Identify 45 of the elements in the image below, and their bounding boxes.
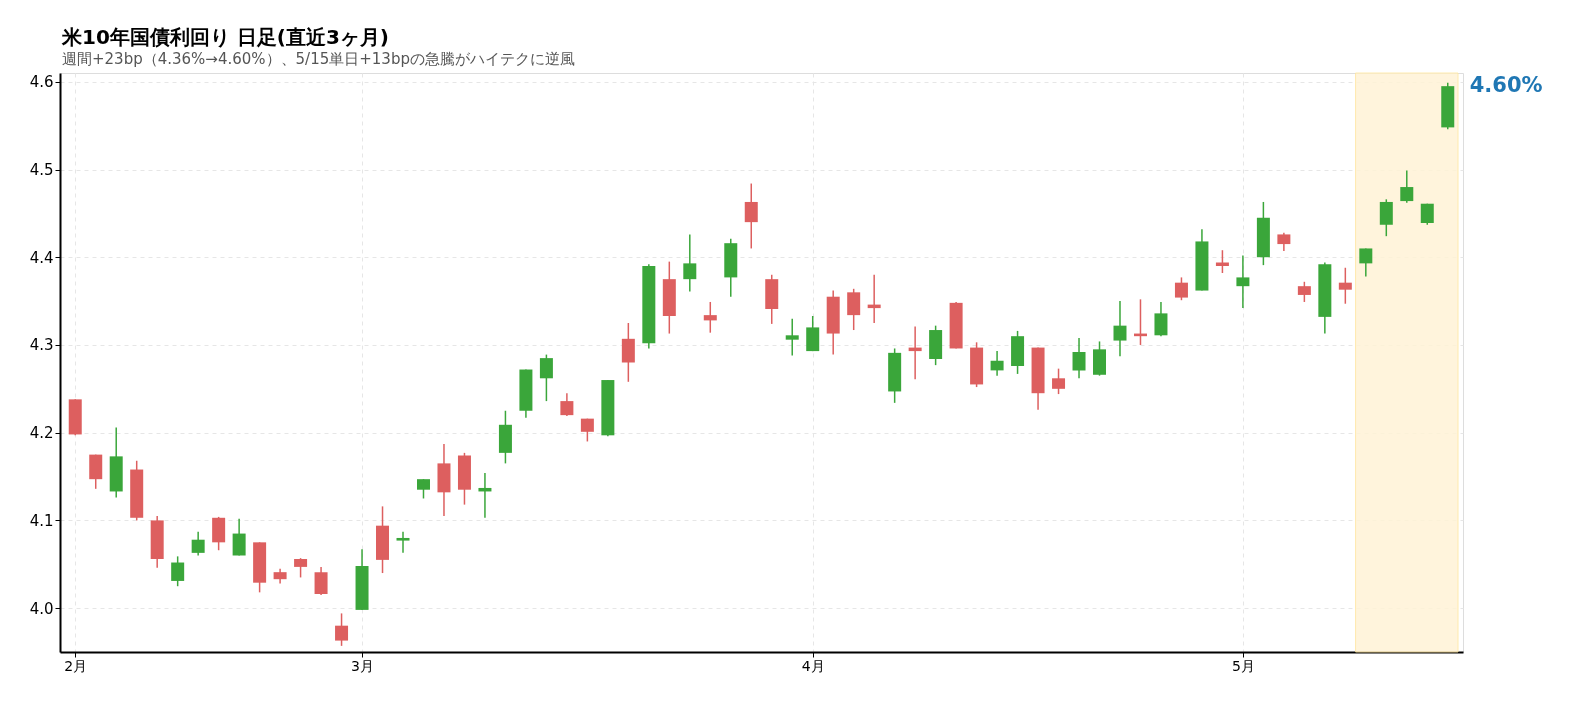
candlestick bbox=[1379, 198, 1393, 237]
candlestick bbox=[785, 317, 799, 357]
chart-subtitle: 週間+23bp（4.36%→4.60%）、5/15単日+13bpの急騰がハイテクに逆風 bbox=[62, 49, 575, 68]
y-tick-label: 4.1 bbox=[29, 511, 54, 530]
candlestick bbox=[416, 478, 430, 500]
candlestick bbox=[744, 182, 758, 250]
y-tick-label: 4.4 bbox=[29, 248, 54, 267]
candlestick bbox=[683, 233, 697, 293]
y-tick-label: 4.3 bbox=[29, 336, 54, 355]
candlestick bbox=[1338, 267, 1352, 305]
candlestick bbox=[1154, 301, 1168, 337]
candlestick bbox=[621, 322, 635, 383]
candlestick bbox=[560, 392, 574, 417]
candlestick bbox=[1113, 300, 1127, 358]
y-tick-label: 4.0 bbox=[29, 599, 54, 618]
candlestick bbox=[703, 301, 717, 334]
x-tick-label: 2月 bbox=[64, 657, 88, 674]
x-tick-label: 5月 bbox=[1231, 657, 1255, 674]
candlestick bbox=[806, 315, 820, 352]
candlestick bbox=[990, 350, 1004, 377]
candlestick bbox=[294, 557, 308, 579]
candlestick bbox=[314, 566, 328, 596]
y-tick-label: 4.5 bbox=[29, 161, 54, 179]
x-tick-label: 4月 bbox=[801, 657, 825, 674]
candlestick bbox=[1174, 276, 1188, 301]
chart-title: 米10年国債利回り 日足(直近3ヶ月) bbox=[61, 24, 389, 49]
candlestick bbox=[847, 288, 861, 331]
candlestick bbox=[1359, 247, 1373, 278]
text: 4.60% bbox=[1469, 73, 1543, 98]
y-tick-label: 4.6 bbox=[29, 73, 54, 92]
candlestick bbox=[1215, 249, 1229, 274]
candlestick bbox=[232, 517, 246, 557]
candlestick bbox=[1052, 367, 1066, 395]
candlestick bbox=[1072, 337, 1086, 380]
candlestick bbox=[396, 531, 410, 554]
candlestick bbox=[1277, 231, 1291, 252]
candlestick bbox=[171, 555, 185, 587]
candlestick bbox=[191, 531, 205, 557]
candlestick bbox=[1236, 254, 1250, 309]
candlestick bbox=[335, 612, 349, 647]
candlestick bbox=[539, 353, 553, 402]
candlestick bbox=[1297, 281, 1311, 303]
candlestick bbox=[1400, 169, 1414, 204]
x-tick-label: 3月 bbox=[351, 657, 374, 674]
y-tick-label: 4.2 bbox=[29, 424, 54, 443]
